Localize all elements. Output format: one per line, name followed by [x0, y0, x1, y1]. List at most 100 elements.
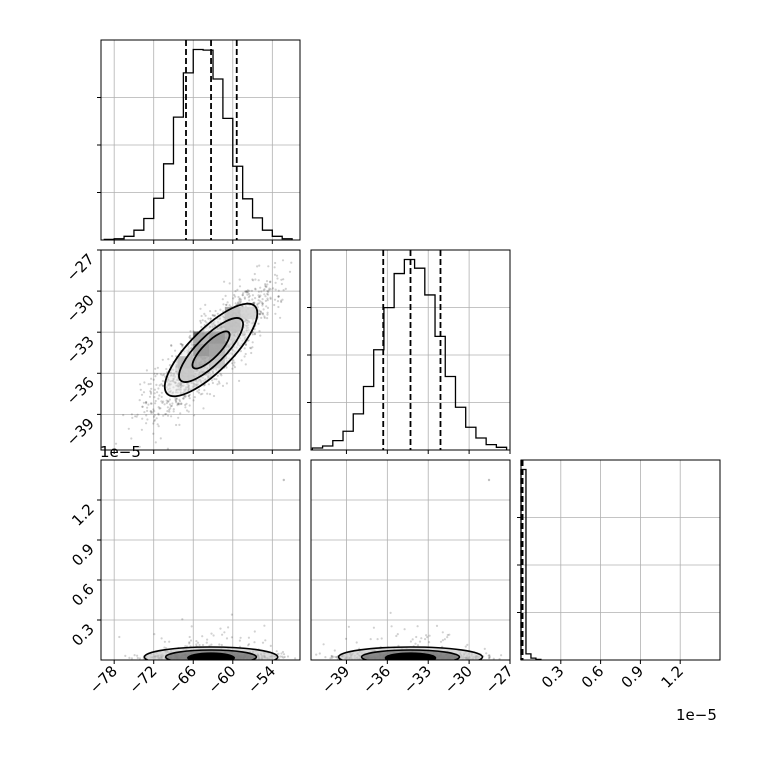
scatter-point [213, 314, 216, 317]
scatter-point [263, 315, 266, 318]
scatter-point [488, 654, 491, 657]
scatter-point [274, 312, 277, 315]
scatter-point [415, 635, 418, 639]
scatter-point [268, 287, 271, 290]
scatter-point [238, 297, 242, 300]
scatter-point [118, 635, 121, 639]
scatter-point [256, 265, 259, 268]
scatter-point [192, 399, 195, 402]
scatter-point [347, 625, 350, 628]
scatter-point [214, 309, 217, 313]
scatter-point [198, 388, 201, 391]
scatter-point [254, 278, 257, 281]
scatter-point [152, 422, 155, 425]
p2-scale-label: 1e−5 [676, 706, 717, 724]
scatter-point [180, 402, 183, 405]
scatter-point [182, 397, 185, 400]
scatter-point [263, 316, 266, 319]
outlier-point [487, 478, 491, 482]
scatter-point [276, 277, 279, 280]
scatter-point [259, 310, 262, 314]
scatter-point [225, 366, 228, 369]
scatter-point [258, 302, 261, 305]
scatter-point [266, 317, 269, 320]
scatter-point [446, 636, 449, 639]
panel-r2-c2-frame [520, 459, 721, 661]
scatter-point [269, 281, 272, 284]
scatter-point [244, 343, 248, 346]
scatter-point [331, 656, 334, 659]
scatter-point [131, 416, 134, 419]
scatter-point [416, 625, 419, 628]
scatter-point [181, 345, 184, 348]
scatter-point [369, 638, 372, 641]
scatter-point [267, 265, 270, 268]
scatter-point [224, 294, 227, 297]
scatter-point [230, 636, 233, 639]
scatter-point [243, 297, 246, 300]
ytick-label-p2-3: 1.2 [68, 500, 98, 530]
scatter-point [188, 404, 191, 407]
scatter-point [261, 302, 264, 305]
scatter-point [188, 397, 191, 400]
scatter-point [134, 415, 137, 418]
scatter-point [234, 302, 237, 305]
scatter-point [266, 289, 269, 293]
scatter-point [281, 655, 284, 658]
scatter-point [172, 410, 175, 413]
scatter-point [193, 414, 196, 417]
histogram-p1 [311, 258, 508, 450]
scatter-point [333, 649, 336, 652]
scatter-point [141, 417, 144, 420]
scatter-point [153, 372, 156, 375]
scatter-point [294, 657, 297, 660]
scatter-point [253, 630, 256, 633]
scatter-point [207, 383, 210, 386]
scatter-point [264, 285, 267, 288]
scatter-point [267, 289, 270, 292]
scatter-point [238, 379, 241, 382]
scatter-point [283, 655, 286, 659]
scatter-point [225, 637, 229, 640]
scatter-point [488, 655, 491, 658]
scatter-point [156, 391, 159, 394]
scatter-point [390, 625, 393, 628]
scatter-point [170, 404, 173, 407]
scatter-point [269, 297, 272, 300]
scatter-point [233, 293, 236, 297]
xtick-label-p2-2: 0.9 [618, 662, 648, 692]
scatter-point [266, 297, 269, 300]
scatter-point [273, 273, 277, 276]
scatter-point [154, 399, 157, 403]
scatter-point [143, 411, 146, 414]
scatter-point [247, 339, 250, 342]
scatter-point [258, 296, 261, 299]
scatter-point [239, 300, 242, 303]
scatter-point [262, 313, 265, 316]
scatter-point [184, 403, 187, 407]
xtick-label-p2-1: 0.6 [578, 662, 608, 692]
xtick-label-p2-0: 0.3 [538, 662, 568, 692]
scatter-point [161, 379, 164, 383]
scatter-point [233, 361, 236, 364]
scatter-point [253, 333, 256, 336]
scatter-point [239, 298, 243, 301]
scatter-point [215, 378, 218, 381]
scatter-point [280, 300, 283, 304]
scatter-point [281, 259, 285, 262]
scatter-point [257, 290, 260, 293]
scatter-point [175, 401, 178, 404]
scatter-point [201, 635, 204, 638]
scatter-point [240, 359, 243, 362]
scatter-point [251, 346, 254, 349]
scatter-point [210, 632, 213, 635]
scatter-point [159, 437, 162, 440]
scatter-point [149, 392, 153, 395]
scatter-point [279, 316, 282, 319]
scatter-point [234, 295, 237, 298]
scatter-point [153, 418, 156, 422]
scatter-point [256, 306, 259, 309]
scatter-point [264, 299, 267, 302]
scatter-point [155, 417, 158, 420]
scatter-point [380, 637, 383, 640]
